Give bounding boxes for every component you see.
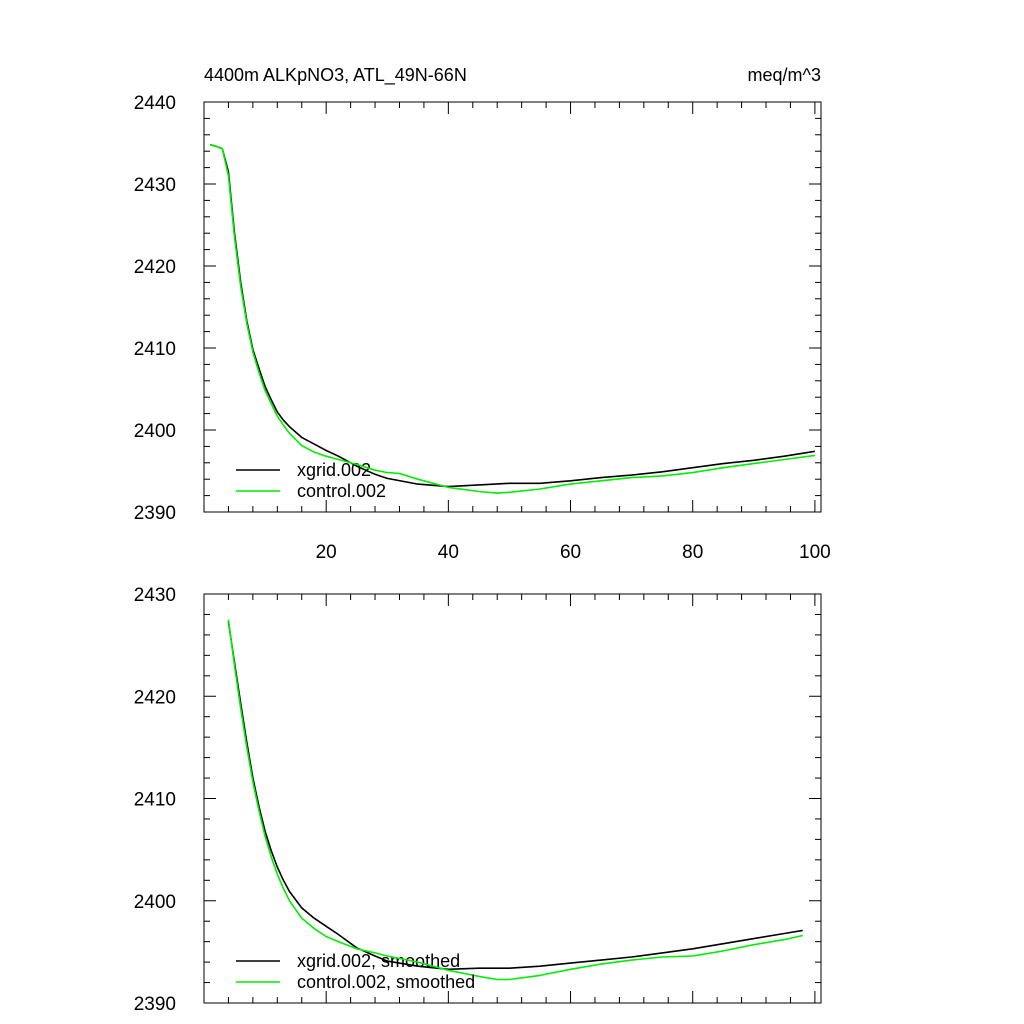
bottom-panel: 2390 2400 2410 2420 2430 xgrid.002, smoothedc… <box>134 585 822 1015</box>
y-tick-label: 2390 <box>134 994 176 1015</box>
series-line-control-002-smoothed <box>227 619 803 981</box>
x-tick-label: 40 <box>438 542 459 563</box>
y-tick-label: 2420 <box>134 257 176 278</box>
legend-label-control-002: control.002 <box>297 481 386 501</box>
plot-frame <box>203 593 822 1004</box>
series-line-xgrid-002 <box>209 143 816 488</box>
legend-label-xgrid-002: xgrid.002 <box>297 460 371 480</box>
x-tick-label: 20 <box>316 542 337 563</box>
units-label: meq/m^3 <box>748 65 821 85</box>
plot-frame <box>203 101 822 513</box>
series-line-xgrid-002-smoothed <box>227 621 803 971</box>
legend-label-control-002-smoothed: control.002, smoothed <box>297 972 475 992</box>
y-tick-label: 2400 <box>134 421 176 442</box>
y-tick-label: 2410 <box>134 339 176 360</box>
legend-label-xgrid-002-smoothed: xgrid.002, smoothed <box>297 951 460 971</box>
y-tick-label: 2440 <box>134 93 176 114</box>
y-tick-label: 2390 <box>134 503 176 524</box>
x-tick-label: 60 <box>560 542 581 563</box>
series-line-control-002 <box>209 143 816 494</box>
chart-title: 4400m ALKpNO3, ATL_49N-66N <box>204 65 467 86</box>
y-tick-label: 2430 <box>134 585 176 606</box>
x-tick-label: 80 <box>682 542 703 563</box>
x-tick-label: 100 <box>799 542 831 563</box>
y-tick-label: 2420 <box>134 687 176 708</box>
y-tick-label: 2410 <box>134 790 176 811</box>
y-tick-label: 2430 <box>134 175 176 196</box>
top-panel: 4400m ALKpNO3, ATL_49N-66N meq/m^3 2390 2… <box>134 65 831 563</box>
y-tick-label: 2400 <box>134 892 176 913</box>
